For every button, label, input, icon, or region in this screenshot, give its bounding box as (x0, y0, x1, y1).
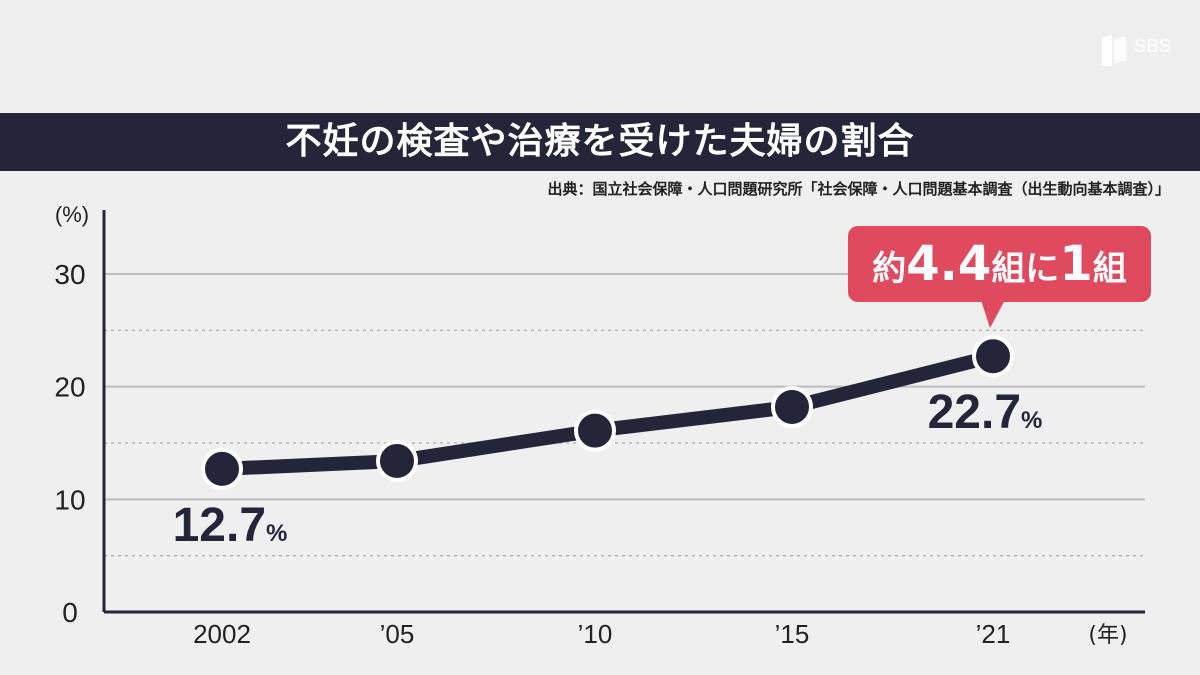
data-label: 12.7% (173, 499, 288, 552)
chart-title: 不妊の検査や治療を受けた夫婦の割合 (285, 121, 915, 162)
data-point (201, 447, 243, 490)
x-tick-label: ’15 (775, 619, 810, 649)
x-tick-label: ’21 (976, 619, 1011, 649)
callout-pointer (981, 300, 1005, 328)
y-axis-unit: (%) (55, 202, 89, 227)
data-point (972, 335, 1014, 378)
callout-bubble (848, 226, 1151, 302)
callout-unit2: 組 (1092, 249, 1127, 289)
callout-label: 約4.4組に1組 (848, 226, 1151, 302)
data-label-value: 12.7 (173, 499, 266, 552)
y-tick-label: 0 (62, 597, 78, 628)
y-tick-label: 20 (54, 372, 85, 403)
data-label-unit: % (1021, 407, 1042, 434)
data-label-unit: % (266, 520, 287, 547)
source-note: 出典：国立社会保障・人口問題研究所「社会保障・人口問題基本調査（出生動向基本調査… (547, 180, 1170, 198)
x-tick-label: ’10 (578, 619, 613, 649)
x-tick-label: 2002 (193, 619, 251, 649)
data-label-value: 22.7 (928, 386, 1021, 439)
y-tick-label: 30 (54, 259, 85, 290)
callout-unit: 組に (991, 249, 1060, 289)
data-point (771, 385, 813, 428)
broadcaster-logo-text: SBS (1134, 36, 1172, 56)
callout-value2: 1 (1059, 236, 1093, 292)
callout-prefix: 約 (872, 249, 907, 289)
series-line (215, 349, 1000, 476)
data-point (376, 440, 418, 483)
x-axis-unit: (年) (1088, 623, 1127, 648)
data-point (574, 409, 616, 452)
x-tick-label: ’05 (380, 619, 415, 649)
callout-value: 4.4 (906, 236, 992, 292)
sbs-logo (1102, 34, 1126, 66)
title-bar (0, 113, 1200, 171)
y-tick-label: 10 (54, 484, 85, 515)
data-label: 22.7% (928, 386, 1043, 439)
